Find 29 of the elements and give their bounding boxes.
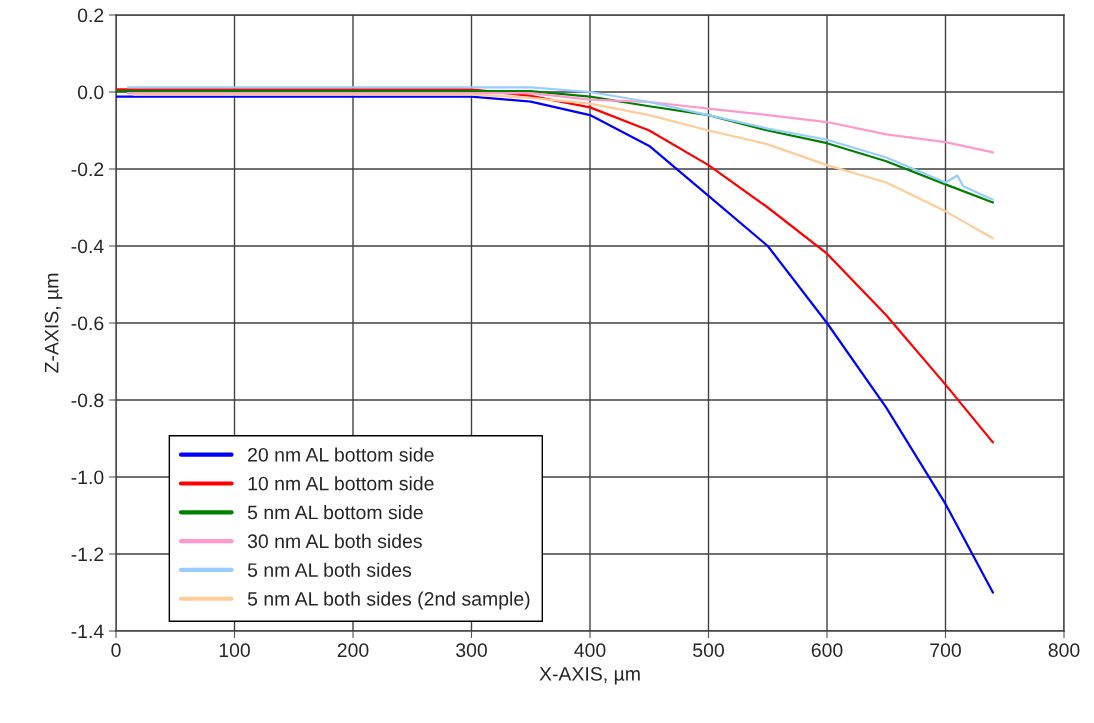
x-tick-label: 0 xyxy=(111,643,121,658)
y-tick-label: -1.4 xyxy=(71,624,104,639)
y-tick-label: 0.2 xyxy=(77,8,104,23)
line-series xyxy=(116,88,995,444)
legend-label: 30 nm AL both sides xyxy=(247,533,422,549)
y-tick-label: -0.4 xyxy=(71,239,104,254)
y-tick-label: 0.0 xyxy=(77,85,104,100)
y-tick-label: -1.2 xyxy=(71,547,104,562)
x-tick-label: 100 xyxy=(219,643,250,658)
x-tick-label: 400 xyxy=(574,643,606,658)
x-axis-title: X-AXIS, µm xyxy=(539,667,640,685)
line-series xyxy=(132,93,995,240)
x-tick-label: 600 xyxy=(811,643,843,658)
legend-label: 5 nm AL both sides xyxy=(247,562,412,577)
y-tick-label: -0.2 xyxy=(71,162,104,177)
legend-label: 5 nm AL bottom side xyxy=(247,505,423,520)
line-series xyxy=(126,92,995,154)
x-tick-label: 800 xyxy=(1048,643,1080,658)
legend-label: 5 nm AL both sides (2nd sample) xyxy=(247,591,530,610)
y-tick-label: -0.8 xyxy=(71,393,104,408)
legend-label: 20 nm AL bottom side xyxy=(248,447,434,462)
y-tick-label: -1.0 xyxy=(71,470,104,485)
x-tick-label: 500 xyxy=(693,643,724,658)
x-tick-label: 700 xyxy=(930,643,961,658)
x-tick-label: 200 xyxy=(337,643,369,658)
x-tick-label: 300 xyxy=(456,643,487,658)
legend-label: 10 nm AL bottom side xyxy=(248,476,434,491)
y-axis-title: Z-AXIS, µm xyxy=(44,273,63,373)
y-tick-label: -0.6 xyxy=(71,316,104,331)
